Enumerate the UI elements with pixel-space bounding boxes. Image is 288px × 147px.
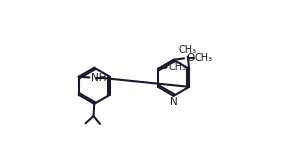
- Text: CH₃: CH₃: [168, 62, 186, 72]
- Text: NH: NH: [91, 73, 106, 83]
- Text: O: O: [186, 53, 194, 63]
- Text: CH₃: CH₃: [194, 53, 212, 63]
- Text: N: N: [170, 97, 177, 107]
- Text: CH₃: CH₃: [179, 45, 197, 55]
